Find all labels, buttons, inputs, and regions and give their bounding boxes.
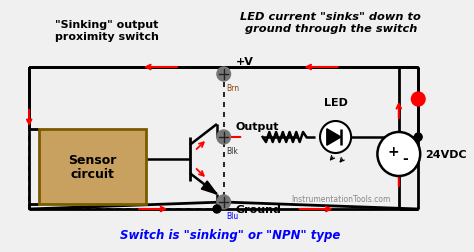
Text: +V: +V xyxy=(236,57,253,67)
Text: Ground: Ground xyxy=(236,204,281,214)
Text: Blu: Blu xyxy=(227,211,239,220)
Circle shape xyxy=(411,93,425,107)
Polygon shape xyxy=(201,181,217,194)
Text: Blk: Blk xyxy=(227,146,238,155)
Text: Output: Output xyxy=(236,121,279,132)
Polygon shape xyxy=(327,129,341,146)
Circle shape xyxy=(217,68,230,82)
Text: +: + xyxy=(387,144,399,158)
Circle shape xyxy=(320,121,351,153)
Circle shape xyxy=(377,133,420,176)
Text: InstrumentationTools.com: InstrumentationTools.com xyxy=(291,195,390,204)
Text: Brn: Brn xyxy=(227,84,240,93)
Circle shape xyxy=(217,195,230,209)
Circle shape xyxy=(414,134,422,141)
Text: LED current "sinks" down to
ground through the switch: LED current "sinks" down to ground throu… xyxy=(240,12,421,34)
Bar xyxy=(29,68,224,209)
Text: Sensor
circuit: Sensor circuit xyxy=(68,153,117,181)
Text: "Sinking" output
proximity switch: "Sinking" output proximity switch xyxy=(55,20,159,42)
Text: LED: LED xyxy=(324,98,347,108)
Circle shape xyxy=(213,205,221,213)
Bar xyxy=(39,130,146,204)
Text: -: - xyxy=(403,151,409,165)
Text: 24VDC: 24VDC xyxy=(425,149,467,159)
Circle shape xyxy=(217,131,230,144)
Text: Switch is "sinking" or "NPN" type: Switch is "sinking" or "NPN" type xyxy=(120,228,341,241)
